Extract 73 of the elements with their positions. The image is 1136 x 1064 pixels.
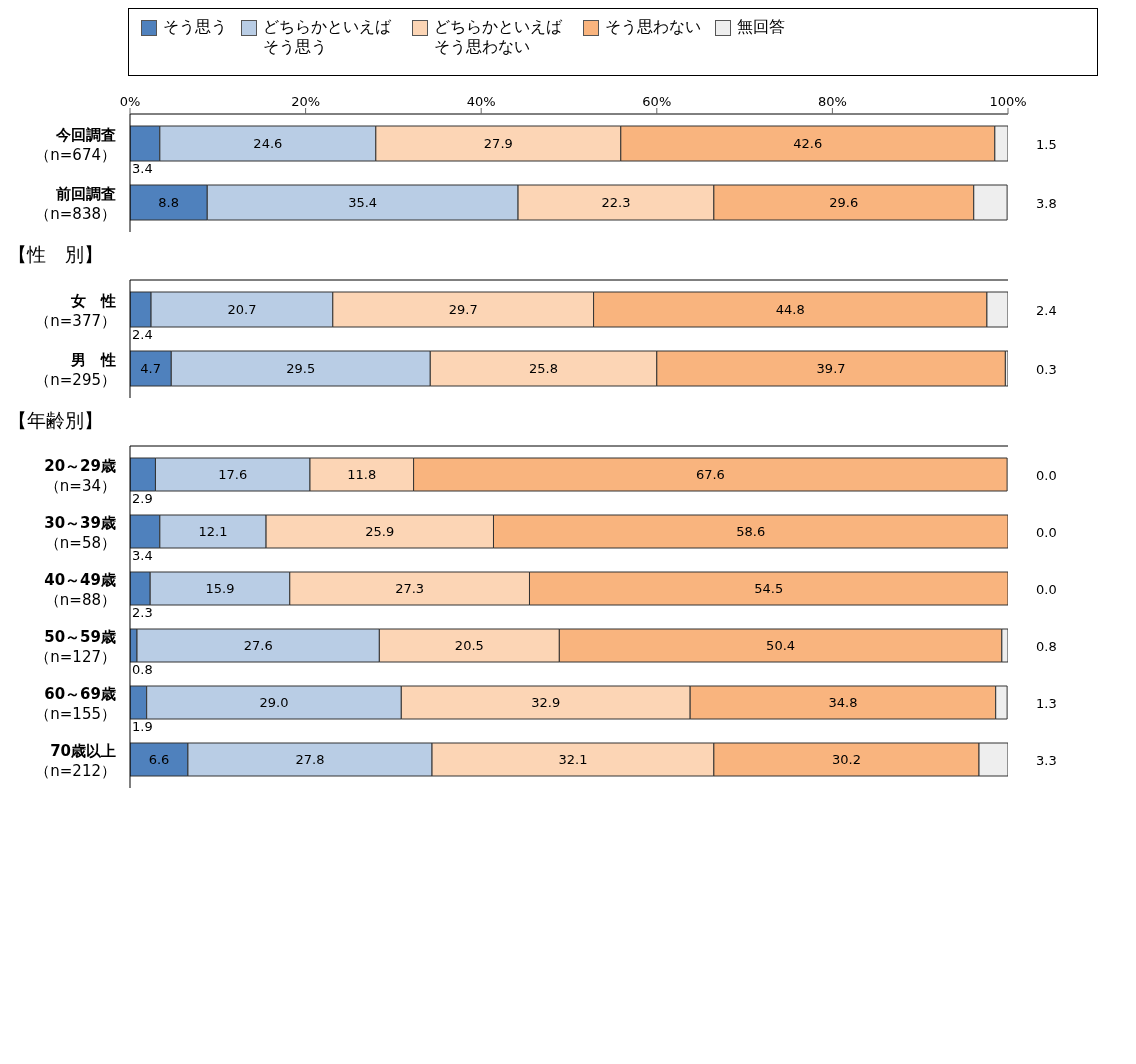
data-label: 34.8 [828,694,858,710]
x-tick-label: 80% [817,94,847,109]
data-label: 24.6 [253,135,283,151]
legend-label: どちらかといえばそう思わない [434,17,563,57]
data-label: 29.6 [829,194,859,210]
data-label: 32.9 [531,694,561,710]
data-label: 12.1 [198,523,228,539]
data-label: 32.1 [558,751,588,767]
legend-label: そう思わない [605,17,701,37]
data-label: 1.3 [1036,695,1057,711]
data-label: 6.6 [148,751,170,767]
data-label: 35.4 [348,194,378,210]
data-label: 8.8 [158,194,179,210]
data-label: 27.6 [243,637,273,653]
data-label: 25.8 [529,360,559,376]
data-label: 27.8 [295,751,325,767]
data-label: 4.7 [140,360,161,376]
data-label: 0.0 [1036,524,1057,540]
legend-label: 無回答 [737,17,785,37]
data-label: 3.4 [132,548,153,563]
data-label: 3.4 [132,161,153,176]
data-label: 3.3 [1036,752,1057,768]
y-tick-label: 70歳以上（n=212） [35,741,116,780]
x-tick-label: 0% [119,94,141,109]
data-label: 0.0 [1036,581,1057,597]
data-label: 2.9 [132,491,153,506]
data-label: 0.8 [132,662,153,677]
data-label: 2.4 [1036,302,1057,318]
y-tick-label: 30～39歳（n=58） [44,513,116,552]
y-tick-label: 50～59歳（n=127） [35,627,116,666]
y-tick-label: 20～29歳（n=34） [44,456,116,495]
data-label: 29.5 [286,360,316,376]
y-tick-label: 今回調査（n=674） [35,125,116,164]
x-tick-label: 100% [989,94,1027,109]
data-label: 58.6 [736,523,766,539]
data-label: 1.5 [1036,136,1057,152]
data-label: 20.5 [454,637,484,653]
chart-title: 【年齢別】 [8,408,104,433]
legend-label: そう思う [163,17,227,37]
data-label: 0.0 [1036,467,1057,483]
data-label: 15.9 [205,580,235,596]
y-tick-label: 男 性（n=295） [35,350,116,389]
data-label: 20.7 [227,301,257,317]
data-label: 42.6 [793,135,823,151]
data-label: 2.4 [132,327,153,342]
data-label: 39.7 [816,360,846,376]
x-tick-label: 20% [291,94,321,109]
data-label: 3.8 [1036,195,1057,211]
data-label: 1.9 [132,719,153,734]
data-label: 67.6 [695,466,725,482]
legend-label: どちらかといえばそう思う [263,17,392,57]
data-label: 54.5 [754,580,784,596]
data-label: 30.2 [831,751,861,767]
data-label: 50.4 [766,637,796,653]
data-label: 27.9 [483,135,513,151]
x-tick-label: 40% [466,94,496,109]
x-tick-label: 60% [642,94,672,109]
chart-title: 【性 別】 [8,242,104,267]
data-label: 27.3 [395,580,425,596]
y-tick-label: 女 性（n=377） [35,291,116,330]
y-tick-label: 60～69歳（n=155） [35,684,116,723]
data-label: 2.3 [132,605,153,620]
data-label: 22.3 [601,194,631,210]
data-label: 29.7 [448,301,478,317]
data-label: 11.8 [347,466,377,482]
data-label: 25.9 [365,523,395,539]
data-label: 17.6 [218,466,248,482]
y-tick-label: 40～49歳（n=88） [44,570,116,609]
data-label: 0.8 [1036,638,1057,654]
data-label: 44.8 [775,301,805,317]
data-label: 29.0 [259,694,289,710]
data-label: 0.3 [1036,361,1057,377]
y-tick-label: 前回調査（n=838） [35,184,116,223]
